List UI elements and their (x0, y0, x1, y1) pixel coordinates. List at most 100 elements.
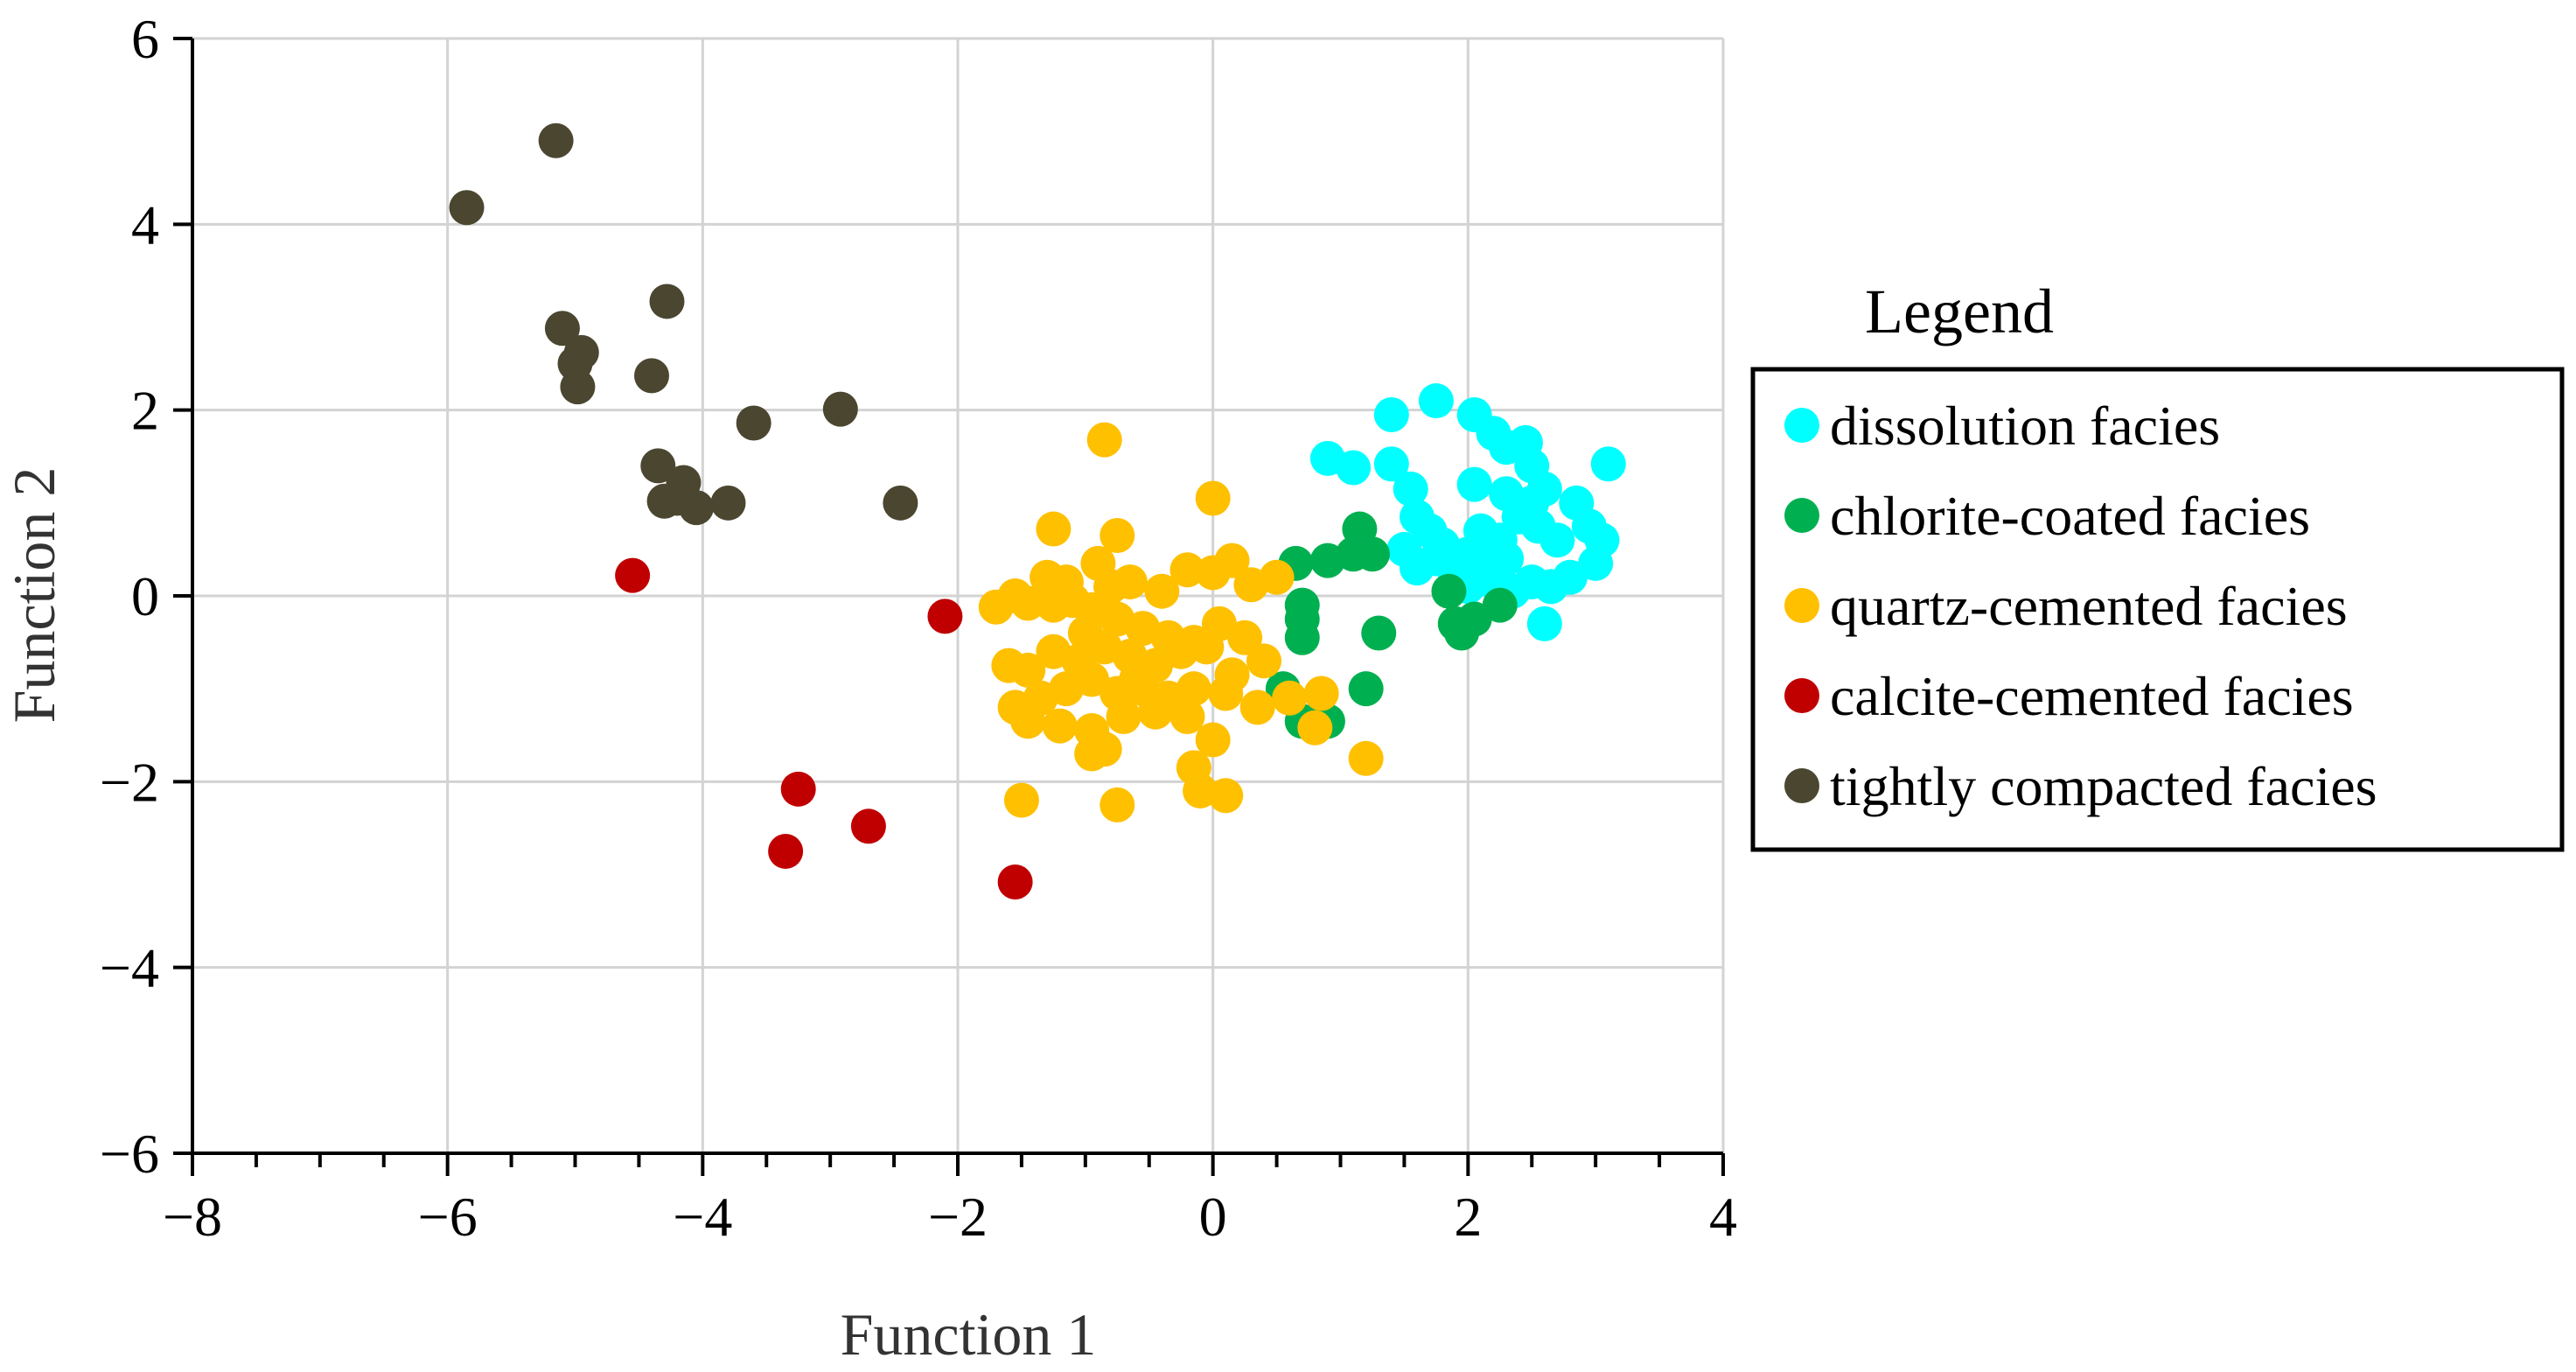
tightly-compacted-facies-point (822, 391, 858, 427)
quartz-cemented-facies-point (1272, 680, 1308, 716)
x-tick-label: −8 (163, 1186, 222, 1248)
dissolution-facies-point (1393, 471, 1428, 507)
calcite-cemented-facies-point (850, 808, 886, 844)
x-tick-label: −2 (928, 1186, 988, 1248)
calcite-cemented-facies-point (997, 864, 1033, 900)
chlorite-coated-facies-point (1361, 615, 1397, 651)
quartz-cemented-facies-point (1195, 722, 1231, 758)
dissolution-facies-point (1456, 466, 1492, 502)
y-tick-label: 4 (131, 193, 159, 256)
quartz-cemented-facies-point (1214, 657, 1250, 693)
dissolution-facies-point (1526, 471, 1562, 507)
tightly-compacted-facies-point (634, 358, 669, 394)
legend-label-chlorite-coated-facies: chlorite-coated facies (1830, 485, 2310, 547)
legend-marker-dissolution-facies (1784, 408, 1819, 443)
x-axis-title: Function 1 (841, 1301, 1097, 1368)
quartz-cemented-facies-point (1214, 542, 1250, 578)
quartz-cemented-facies-point (1100, 787, 1135, 822)
quartz-cemented-facies-point (1195, 480, 1231, 516)
quartz-cemented-facies-point (1100, 517, 1135, 553)
dissolution-facies-point (1336, 450, 1372, 486)
legend-marker-tightly-compacted-facies (1784, 768, 1819, 803)
quartz-cemented-facies-point (1106, 699, 1141, 735)
quartz-cemented-facies-point (1112, 564, 1148, 600)
quartz-cemented-facies-point (1169, 699, 1205, 735)
legend-label-calcite-cemented-facies: calcite-cemented facies (1830, 665, 2354, 727)
tightly-compacted-facies-point (649, 284, 685, 319)
chlorite-coated-facies-point (1444, 615, 1480, 651)
y-tick-label: 0 (131, 565, 159, 627)
quartz-cemented-facies-point (1042, 708, 1078, 744)
chlorite-coated-facies-point (1482, 587, 1518, 623)
tightly-compacted-facies-point (449, 190, 485, 226)
quartz-cemented-facies-point (1169, 552, 1205, 588)
legend-title: Legend (1865, 276, 2054, 346)
quartz-cemented-facies-point (1259, 559, 1295, 595)
x-tick-label: −4 (673, 1186, 732, 1248)
legend-box (1750, 367, 2565, 852)
quartz-cemented-facies-point (1144, 573, 1180, 609)
calcite-cemented-facies-point (615, 557, 651, 593)
quartz-cemented-facies-point (1086, 422, 1122, 458)
dissolution-facies-point (1526, 606, 1562, 641)
quartz-cemented-facies-point (1036, 511, 1072, 547)
dissolution-facies-point (1418, 383, 1454, 419)
quartz-cemented-facies-point (1303, 676, 1339, 711)
dissolution-facies-point (1373, 446, 1409, 482)
tightly-compacted-facies-point (640, 448, 676, 484)
legend-marker-calcite-cemented-facies (1784, 678, 1819, 713)
quartz-cemented-facies-point (1010, 652, 1046, 688)
quartz-cemented-facies-point (1227, 620, 1263, 655)
dissolution-facies-point (1539, 522, 1575, 558)
dissolution-facies-point (1533, 569, 1569, 605)
tightly-compacted-facies-point (883, 485, 918, 521)
chlorite-coated-facies-point (1431, 573, 1467, 609)
legend-label-dissolution-facies: dissolution facies (1830, 395, 2220, 457)
legend: Legend dissolution facies chlorite-coated… (1750, 276, 2565, 852)
tightly-compacted-facies-point (679, 490, 715, 526)
y-tick-label: −2 (100, 751, 159, 813)
quartz-cemented-facies-point (1297, 710, 1333, 746)
tightly-compacted-facies-point (560, 369, 596, 405)
quartz-cemented-facies-point (1348, 740, 1384, 776)
legend-marker-chlorite-coated-facies (1784, 498, 1819, 533)
tightly-compacted-facies-point (544, 311, 580, 346)
quartz-cemented-facies-point (1176, 671, 1211, 707)
legend-label-tightly-compacted-facies: tightly compacted facies (1830, 755, 2377, 817)
x-tick-label: −6 (418, 1186, 478, 1248)
quartz-cemented-facies-point (1138, 694, 1174, 730)
quartz-cemented-facies-point (978, 589, 1014, 625)
data-points (449, 122, 1626, 900)
y-tick-label: 2 (131, 380, 159, 442)
chlorite-coated-facies-point (1284, 620, 1320, 655)
x-tick-label: 2 (1454, 1186, 1482, 1248)
quartz-cemented-facies-point (1003, 782, 1039, 818)
quartz-cemented-facies-point (1067, 615, 1103, 651)
y-axis-title: Function 2 (1, 467, 67, 724)
calcite-cemented-facies-point (780, 771, 816, 807)
x-tick-label: 4 (1709, 1186, 1737, 1248)
legend-marker-quartz-cemented-facies (1784, 588, 1819, 623)
calcite-cemented-facies-point (927, 598, 963, 634)
dissolution-facies-point (1590, 446, 1626, 482)
x-tick-label: 0 (1199, 1186, 1227, 1248)
legend-items: dissolution facies chlorite-coated facies… (1784, 395, 2377, 817)
y-tick-label: −6 (100, 1123, 159, 1185)
axes (173, 37, 1725, 1176)
tightly-compacted-facies-point (736, 405, 771, 441)
calcite-cemented-facies-point (768, 833, 804, 869)
chlorite-coated-facies-point (1354, 536, 1390, 572)
tightly-compacted-facies-point (710, 485, 746, 521)
quartz-cemented-facies-point (1086, 732, 1122, 767)
quartz-cemented-facies-point (1010, 704, 1046, 739)
legend-label-quartz-cemented-facies: quartz-cemented facies (1830, 575, 2348, 637)
y-tick-label: 6 (131, 8, 159, 70)
y-tick-label: −4 (100, 937, 159, 999)
quartz-cemented-facies-point (1074, 662, 1110, 697)
dissolution-facies-point (1418, 541, 1454, 577)
quartz-cemented-facies-point (1189, 629, 1225, 665)
quartz-cemented-facies-point (1119, 662, 1155, 697)
quartz-cemented-facies-point (1208, 778, 1244, 814)
